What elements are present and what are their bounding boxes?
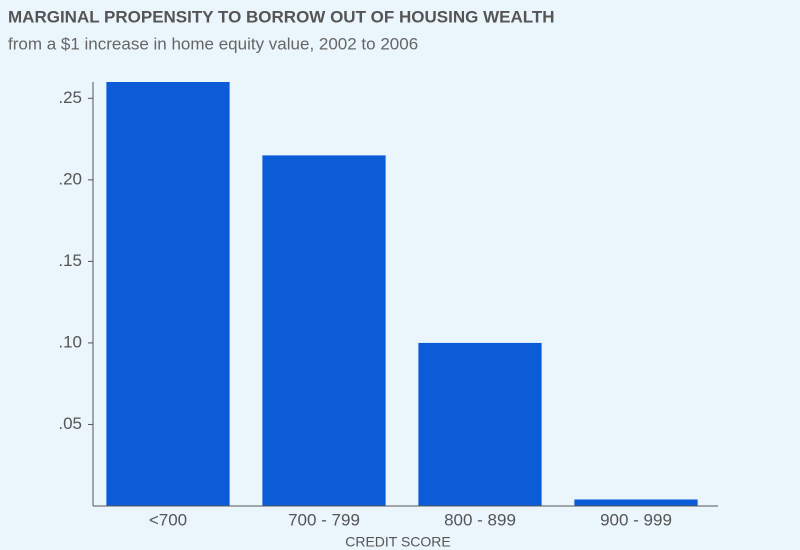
x-axis-label: CREDIT SCORE — [345, 534, 451, 550]
y-tick-label: .15 — [58, 251, 82, 270]
x-tick-label: 900 - 999 — [600, 510, 672, 529]
y-tick-label: .10 — [58, 332, 82, 351]
y-tick-label: .05 — [58, 414, 82, 433]
chart-title: MARGINAL PROPENSITY TO BORROW OUT OF HOU… — [8, 7, 555, 26]
bar — [574, 499, 698, 506]
y-tick-label: .20 — [58, 169, 82, 188]
bar — [418, 342, 542, 506]
bar — [262, 155, 386, 506]
x-tick-label: <700 — [149, 510, 187, 529]
y-tick-label: .25 — [58, 88, 82, 107]
bar — [106, 82, 230, 506]
x-tick-label: 800 - 899 — [444, 510, 516, 529]
chart-subtitle: from a $1 increase in home equity value,… — [8, 34, 418, 53]
x-tick-label: 700 - 799 — [288, 510, 360, 529]
